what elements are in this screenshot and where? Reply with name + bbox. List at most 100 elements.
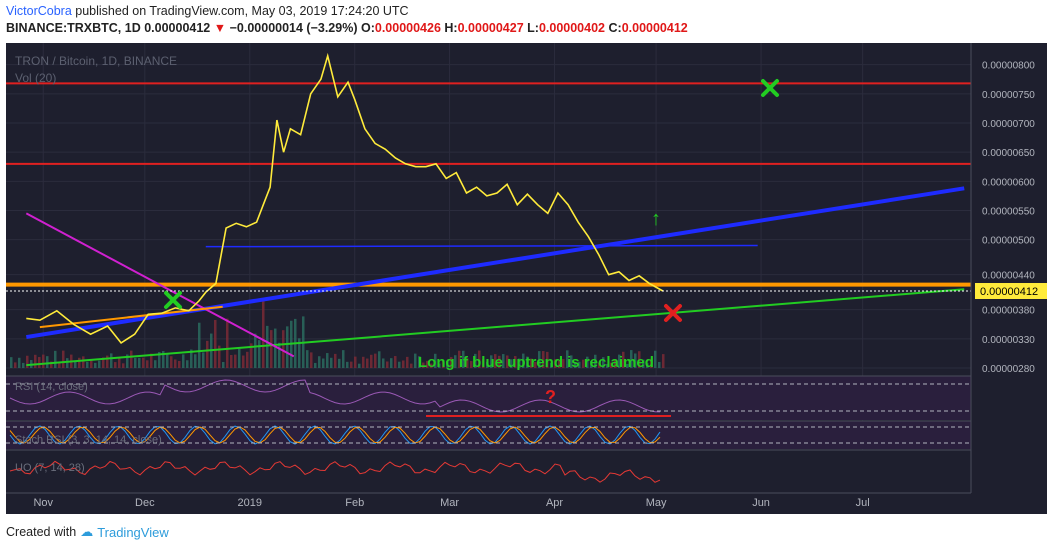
volume-bar — [650, 358, 653, 368]
volume-bar — [590, 360, 593, 368]
volume-bar — [110, 353, 113, 368]
volume-bar — [378, 351, 381, 368]
volume-bar — [318, 356, 321, 368]
volume-bar — [358, 363, 361, 368]
footer: Created with ☁ TradingView — [6, 524, 169, 540]
volume-bar — [490, 355, 493, 368]
volume-bar — [346, 361, 349, 368]
x-tick-label: 2019 — [238, 497, 262, 509]
volume-bar — [362, 356, 365, 368]
last-price-badge — [975, 283, 1047, 299]
volume-bar — [614, 359, 617, 368]
volume-bar — [166, 353, 169, 368]
volume-bar — [410, 363, 413, 368]
volume-bar — [546, 351, 549, 368]
volume-bar — [54, 350, 57, 368]
volume-bar — [374, 353, 377, 368]
author-link[interactable]: VictorCobra — [6, 4, 72, 18]
volume-bar — [10, 357, 13, 368]
volume-bar — [550, 362, 553, 368]
volume-bar — [426, 360, 429, 368]
volume-bar — [542, 351, 545, 368]
volume-bar — [306, 350, 309, 368]
volume-bar — [370, 354, 373, 368]
volume-bar — [534, 362, 537, 368]
volume-bar — [646, 363, 649, 368]
volume-bar — [474, 353, 477, 368]
volume-bar — [122, 363, 125, 368]
volume-bar — [278, 342, 281, 368]
volume-bar — [522, 353, 525, 368]
volume-bar — [174, 359, 177, 368]
volume-bar — [190, 349, 193, 368]
volume-bar — [382, 358, 385, 368]
red-x-mark-may-icon — [664, 304, 682, 322]
x-tick-label: Feb — [345, 497, 364, 509]
volume-bar — [506, 355, 509, 368]
price-chart[interactable]: TRON / Bitcoin, 1D, BINANCE Vol (20) 50.… — [6, 43, 1047, 514]
volume-bar — [330, 357, 333, 368]
volume-bar — [154, 360, 157, 368]
volume-bar — [26, 355, 29, 368]
tradingview-brand[interactable]: TradingView — [97, 524, 169, 540]
volume-bar — [58, 362, 61, 368]
volume-bar — [394, 356, 397, 368]
volume-bar — [314, 362, 317, 368]
volume-bar — [18, 357, 21, 368]
volume-bar — [38, 357, 41, 368]
volume-bar — [658, 361, 661, 368]
indicator-line — [9, 426, 661, 444]
y-tick-label: 0.00000500 — [982, 236, 1035, 247]
volume-bar — [62, 350, 65, 368]
published-text: published on TradingView.com, May 03, 20… — [75, 4, 409, 18]
volume-bar — [390, 358, 393, 368]
volume-bar — [634, 353, 637, 368]
volume-bar — [554, 359, 557, 368]
y-tick-label: 0.00000800 — [982, 61, 1035, 72]
volume-bar — [398, 361, 401, 368]
volume-bar — [502, 354, 505, 368]
volume-bar — [366, 358, 369, 368]
volume-bar — [250, 343, 253, 368]
trendline-blue-uptrend — [26, 186, 965, 340]
pane-bg — [6, 376, 971, 420]
x-tick-label: Mar — [440, 497, 459, 509]
volume-bar — [214, 319, 217, 368]
volume-bar — [514, 356, 517, 368]
rsi-pane: 50.0000 — [6, 375, 1047, 420]
volume-bar — [598, 362, 601, 368]
x-tick-label: May — [646, 497, 667, 509]
volume-label: Vol (20) — [15, 71, 56, 85]
volume-bar — [446, 360, 449, 368]
volume-bar — [386, 361, 389, 368]
volume-bar — [218, 345, 221, 368]
volume-bar — [246, 351, 249, 368]
volume-bar — [266, 325, 269, 368]
volume-bar — [662, 354, 665, 368]
volume-bar — [350, 361, 353, 368]
volume-bar — [594, 354, 597, 368]
volume-bar — [626, 363, 629, 368]
volume-bar — [198, 322, 201, 368]
volume-bar — [186, 360, 189, 368]
volume-bar — [530, 358, 533, 368]
volume-bar — [630, 350, 633, 368]
volume-bar — [334, 353, 337, 368]
y-tick-label: 0.00000750 — [982, 90, 1035, 101]
volume-bar — [34, 354, 37, 368]
x-tick-label: Dec — [135, 497, 155, 509]
stoch-rsi-label: Stoch RSI (3, 3, 14, 14, close) — [15, 434, 162, 446]
pane-bg — [6, 450, 971, 493]
chart-title: TRON / Bitcoin, 1D, BINANCE — [15, 54, 177, 68]
volume-bar — [82, 356, 85, 368]
open-label: O: — [360, 21, 375, 35]
high-value: 0.00000427 — [457, 21, 524, 35]
y-tick-label: 0.00000650 — [982, 148, 1035, 159]
volume-bar — [222, 362, 225, 368]
volume-bar — [510, 359, 513, 368]
y-tick-label: 0.00000700 — [982, 119, 1035, 130]
volume-bar — [262, 298, 265, 368]
volume-bar — [86, 361, 89, 368]
volume-bar — [102, 357, 105, 368]
volume-bar — [98, 360, 101, 368]
